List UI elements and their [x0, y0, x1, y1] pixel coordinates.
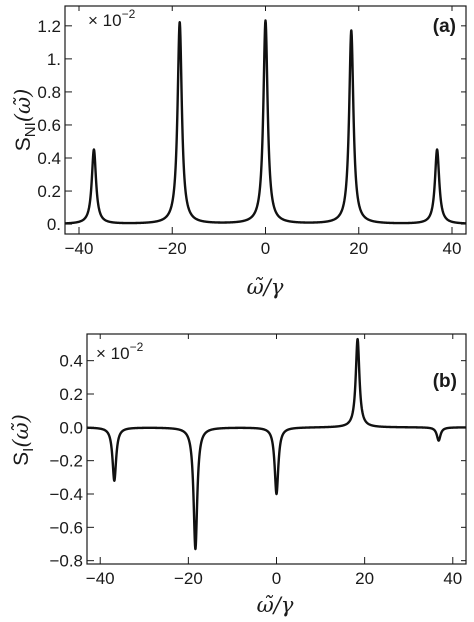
x-tick-label-a-2: 0: [261, 239, 270, 258]
y-axis-label-b: SI(ω̃): [9, 414, 37, 466]
y-tick-label-b-2: −0.4: [49, 485, 83, 504]
y-tick-label-a-1: 0.2: [37, 182, 61, 201]
x-tick-label-a-1: −20: [158, 239, 187, 258]
y-axis-label-arg-a: (ω̃): [11, 89, 35, 123]
spectrum-curve-a: [64, 19, 467, 225]
y-axis-label-sub-b: I: [20, 448, 37, 452]
panel-label-b: (b): [433, 371, 457, 392]
multiplier-exp-b: −2: [130, 340, 144, 354]
y-axis-label-a: SNI(ω̃): [11, 89, 39, 152]
x-tick-label-b-1: −20: [174, 569, 203, 588]
x-tick-label-a-0: −40: [65, 239, 94, 258]
ticks-a: −40 −20 0 20 40 0. 0.2 0.4 0.6 0.8 1. 1.2: [37, 6, 466, 258]
y-axis-label-arg-b: (ω̃): [9, 414, 33, 448]
spectrum-curve-b: [86, 337, 467, 551]
ticks-b: −40 −20 0 20 40 −0.8 −0.6 −0.4 −0.2 0.0 0.2 0.4: [49, 334, 466, 588]
multiplier-a: × 10−2: [88, 7, 136, 30]
y-tick-label-b-0: −0.8: [49, 552, 83, 571]
multiplier-exp-a: −2: [122, 7, 136, 21]
y-tick-label-b-6: 0.4: [59, 352, 83, 371]
panel-b: −40 −20 0 20 40 −0.8 −0.6 −0.4 −0.2 0.0 0.2 0.4 × 1…: [9, 333, 467, 617]
x-tick-label-a-4: 40: [443, 239, 462, 258]
x-axis-label-a: ω̃/γ: [247, 275, 284, 299]
multiplier-b: × 10−2: [96, 340, 144, 363]
y-tick-label-a-6: 1.2: [37, 17, 61, 36]
x-tick-label-b-4: 40: [443, 569, 462, 588]
y-tick-label-b-3: −0.2: [49, 452, 83, 471]
y-tick-label-a-5: 1.: [47, 50, 61, 69]
x-tick-label-b-0: −40: [86, 569, 115, 588]
panel-a: −40 −20 0 20 40 0. 0.2 0.4 0.6 0.8 1. 1.2 × 10−2 (a…: [11, 5, 467, 299]
x-tick-label-b-2: 0: [272, 569, 281, 588]
x-tick-label-a-3: 20: [349, 239, 368, 258]
y-tick-label-b-5: 0.2: [59, 385, 83, 404]
plot-frame-b: [86, 333, 467, 565]
y-tick-label-a-2: 0.4: [37, 149, 61, 168]
x-tick-label-b-3: 20: [355, 569, 374, 588]
panel-label-a: (a): [433, 16, 456, 37]
y-axis-label-sub-a: NI: [22, 122, 39, 137]
y-tick-label-a-3: 0.6: [37, 116, 61, 135]
y-tick-label-a-4: 0.8: [37, 83, 61, 102]
y-tick-label-b-1: −0.6: [49, 518, 83, 537]
y-tick-label-b-4: 0.0: [59, 418, 83, 437]
x-axis-label-b: ω̃/γ: [257, 593, 294, 617]
y-tick-label-a-0: 0.: [47, 215, 61, 234]
